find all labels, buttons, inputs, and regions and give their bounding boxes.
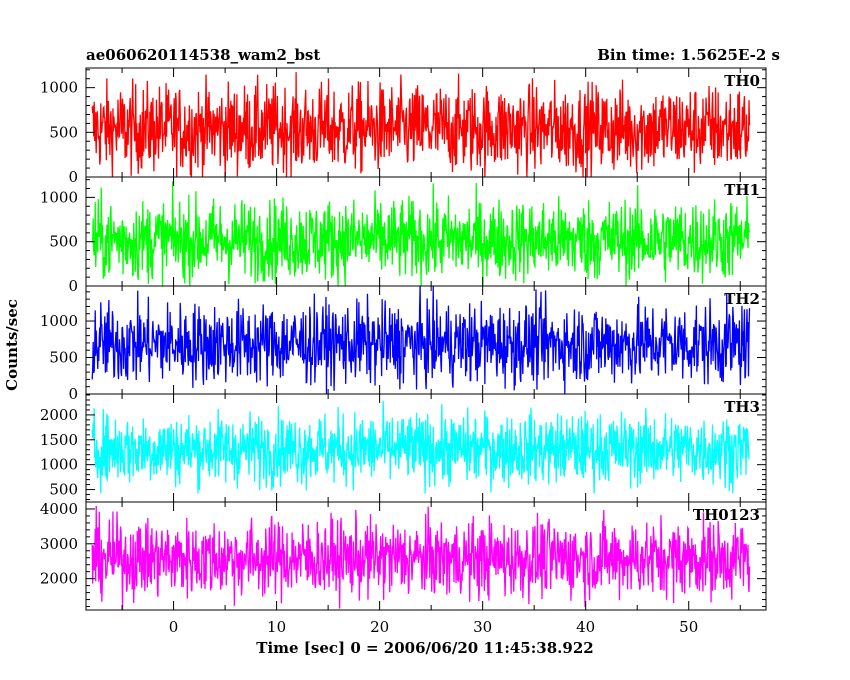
y-tick-label: 1000	[40, 79, 78, 97]
panel-th3: 500 1000 1500 2000 TH3	[40, 393, 767, 503]
x-tick-label: 0	[169, 618, 179, 636]
y-tick-label: 1000	[40, 312, 78, 330]
y-tick-label: 0	[68, 277, 78, 295]
x-axis-label: Time [sec] 0 = 2006/06/20 11:45:38.922	[256, 639, 593, 657]
series-th0123	[91, 505, 751, 610]
x-tick-label: 10	[267, 618, 286, 636]
panel-label: TH3	[724, 398, 760, 416]
bin-time-label: Bin time: 1.5625E-2 s	[597, 46, 780, 64]
series-th3	[91, 400, 750, 494]
panel-th2: 0 500 1000 TH2	[40, 285, 767, 403]
y-tick-label: 1000	[40, 188, 78, 206]
y-tick-label: 2000	[40, 406, 78, 424]
y-tick-label: 500	[49, 123, 78, 141]
x-tick-label: 30	[473, 618, 492, 636]
series-th0	[91, 72, 751, 177]
x-tick-label: 40	[576, 618, 595, 636]
y-tick-label: 0	[68, 168, 78, 186]
y-tick-label: 500	[49, 481, 78, 499]
series-th2	[91, 286, 751, 394]
x-tick-label: 20	[370, 618, 389, 636]
panel-th0123: 2000 3000 4000 TH0123	[40, 500, 767, 611]
panel-label: TH0	[724, 72, 760, 90]
panel-label: TH2	[724, 290, 760, 308]
x-tick-labels: 0 10 20 30 40 50	[169, 618, 698, 636]
y-tick-label: 1500	[40, 431, 78, 449]
y-axis-label: Counts/sec	[3, 299, 21, 391]
y-tick-label: 500	[49, 233, 78, 251]
panel-label: TH1	[724, 181, 760, 199]
y-tick-label: 0	[68, 385, 78, 403]
x-tick-label: 50	[679, 618, 698, 636]
panel-label: TH0123	[693, 506, 760, 524]
panels-group: 0 500 1000 TH0 0 500 1000 TH1 0 500 1000 TH2 500 1000…	[40, 67, 767, 611]
panel-th0: 0 500 1000 TH0	[40, 67, 767, 186]
y-tick-label: 2000	[40, 570, 78, 588]
y-tick-label: 4000	[40, 500, 78, 518]
series-th1	[91, 181, 751, 286]
y-tick-label: 500	[49, 349, 78, 367]
panel-th1: 0 500 1000 TH1	[40, 176, 767, 295]
y-tick-label: 3000	[40, 535, 78, 553]
panel-frame	[85, 501, 767, 611]
chart-title: ae060620114538_wam2_bst	[86, 46, 320, 64]
y-tick-label: 1000	[40, 456, 78, 474]
